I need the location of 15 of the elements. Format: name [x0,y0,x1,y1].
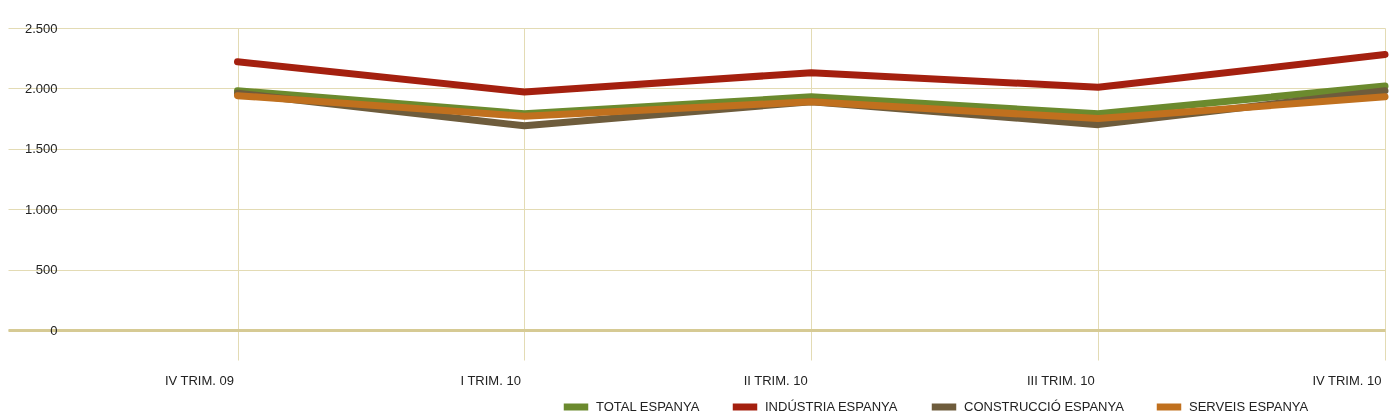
y-tick-label: 1.500 [24,141,58,157]
x-tick-label: I TRIM. 10 [460,372,521,388]
y-tick-label: 2.000 [24,80,58,96]
legend-label: TOTAL ESPANYA [596,399,700,412]
x-tick-label: IV TRIM. 09 [164,372,234,388]
legend-label: SERVEIS ESPANYA [1189,399,1309,412]
y-tick-label: 0 [50,322,58,338]
x-tick-label: III TRIM. 10 [1026,372,1095,388]
y-tick-label: 500 [35,262,58,278]
legend-label: CONSTRUCCIÓ ESPANYA [964,399,1125,412]
y-tick-label: 1.000 [24,201,58,217]
y-tick-label: 2.500 [24,20,58,36]
x-tick-label: II TRIM. 10 [743,372,808,388]
x-tick-label: IV TRIM. 10 [1312,372,1382,388]
legend-label: INDÚSTRIA ESPANYA [765,399,898,412]
